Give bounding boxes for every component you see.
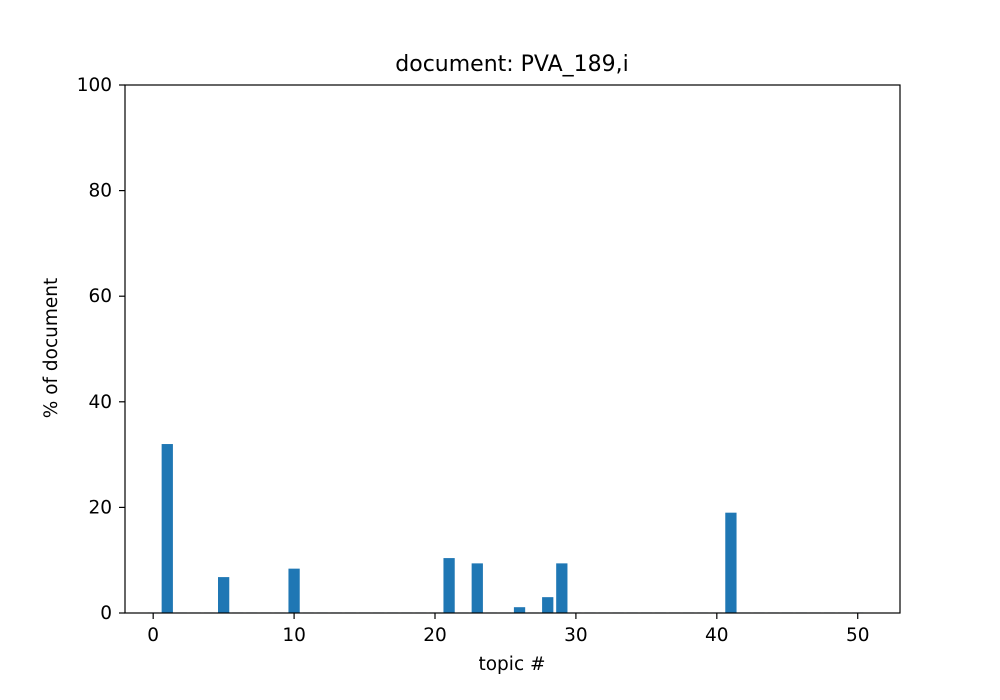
bar-topic-21 — [443, 558, 455, 613]
x-tick-label: 50 — [846, 625, 870, 646]
bar-topic-5 — [218, 577, 230, 613]
x-tick-label: 0 — [147, 625, 159, 646]
bar-topic-26 — [513, 607, 526, 613]
x-tick-label: 20 — [423, 625, 447, 646]
y-axis-label: % of document — [41, 278, 62, 419]
bar-topic-23 — [471, 563, 483, 613]
y-axis-ticks: 0 20 40 60 80 100 — [77, 75, 125, 624]
x-axis-label: topic # — [478, 654, 545, 675]
chart-title: document: PVA_189,i — [395, 52, 628, 77]
bar-topic-10 — [288, 568, 300, 613]
y-tick-label: 100 — [77, 75, 112, 96]
x-tick-label: 30 — [564, 625, 588, 646]
y-tick-label: 0 — [100, 603, 112, 624]
x-tick-label: 40 — [705, 625, 729, 646]
plot-frame — [124, 84, 901, 614]
y-tick-label: 40 — [88, 392, 112, 413]
bars-group — [147, 444, 864, 613]
y-tick-label: 60 — [88, 286, 112, 307]
bar-topic-28 — [542, 597, 554, 613]
bar-topic-41 — [725, 512, 737, 613]
bar-topic-1 — [161, 444, 173, 613]
x-tick-label: 10 — [282, 625, 306, 646]
x-axis-ticks: 0 10 20 30 40 50 — [147, 613, 870, 646]
y-tick-label: 80 — [88, 181, 112, 202]
y-tick-label: 20 — [88, 497, 112, 518]
bar-topic-29 — [556, 563, 568, 613]
